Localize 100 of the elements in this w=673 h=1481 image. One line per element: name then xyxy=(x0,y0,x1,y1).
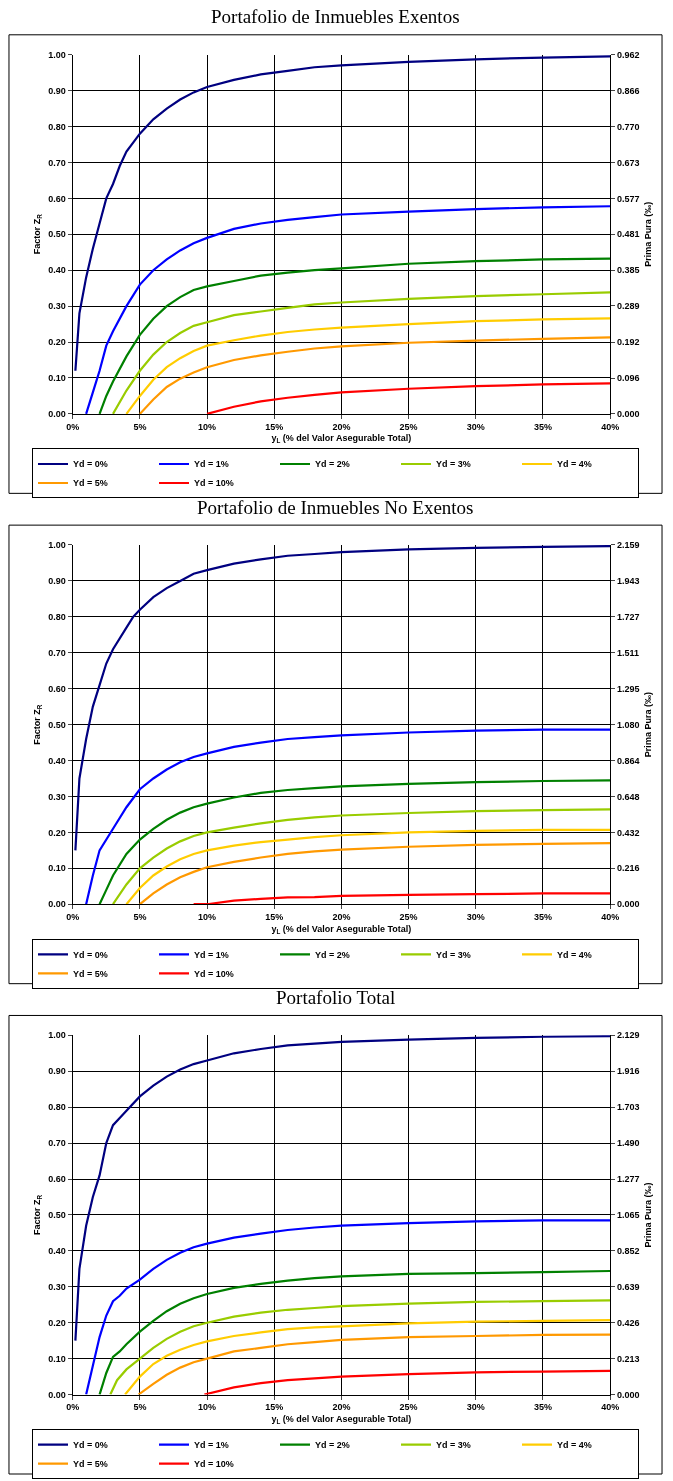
y2-tick-label: 1.943 xyxy=(616,576,640,587)
legend-label: Yd = 0% xyxy=(73,459,108,470)
y-tick-label: 0.60 xyxy=(48,193,66,204)
x-tick-label: 25% xyxy=(399,421,418,432)
legend-label: Yd = 10% xyxy=(194,478,234,489)
line-series xyxy=(98,779,611,905)
y-tick-label: 0.40 xyxy=(48,1246,66,1257)
legend-label: Yd = 1% xyxy=(194,1440,229,1451)
legend-label: Yd = 1% xyxy=(194,949,229,960)
line-series xyxy=(111,291,611,414)
x-axis-title: y$_{L}$ (% del Valor Asegurable Total) xyxy=(271,1414,412,1426)
y2-tick-label: 0.639 xyxy=(616,1281,640,1292)
y-tick-label: 0.90 xyxy=(48,576,66,587)
y-tick-label: 0.60 xyxy=(48,1174,66,1185)
x-tick-label: 30% xyxy=(466,421,485,432)
x-tick-label: 15% xyxy=(265,912,284,923)
x-tick-label: 5% xyxy=(133,912,147,923)
y2-axis-title: Prima Pura (‰) xyxy=(643,692,654,758)
y-tick-label: 0.90 xyxy=(48,85,66,96)
x-tick-label: 25% xyxy=(399,912,418,923)
x-axis-title: y$_{L}$ (% del Valor Asegurable Total) xyxy=(271,433,412,445)
x-tick-label: 15% xyxy=(265,421,284,432)
line-series xyxy=(98,257,611,414)
x-tick-label: 35% xyxy=(533,421,552,432)
x-tick-label: 10% xyxy=(198,912,217,923)
y2-tick-label: 1.295 xyxy=(616,683,640,694)
y-tick-label: 1.00 xyxy=(48,540,66,551)
y2-axis-title: Prima Pura (‰) xyxy=(643,201,654,267)
y-tick-label: 0.70 xyxy=(48,1138,66,1149)
line-series xyxy=(192,892,611,905)
y2-tick-label: 0.192 xyxy=(616,337,640,348)
x-tick-label: 40% xyxy=(601,912,620,923)
x-tick-label: 0% xyxy=(66,421,80,432)
y-tick-label: 0.20 xyxy=(48,1317,66,1328)
y-tick-label: 0.30 xyxy=(48,301,66,312)
line-series xyxy=(74,545,611,852)
y2-tick-label: 0.770 xyxy=(616,121,640,132)
x-axis-title: y$_{L}$ (% del Valor Asegurable Total) xyxy=(271,923,412,935)
y2-tick-label: 0.289 xyxy=(616,301,640,312)
legend-label: Yd = 3% xyxy=(436,459,471,470)
legend-label: Yd = 2% xyxy=(315,1440,350,1451)
legend-label: Yd = 5% xyxy=(73,1459,108,1470)
x-tick-label: 30% xyxy=(466,1402,485,1413)
y-tick-label: 0.10 xyxy=(48,373,66,384)
line-series xyxy=(125,828,611,905)
y2-tick-label: 0.000 xyxy=(616,1389,640,1400)
x-tick-label: 40% xyxy=(601,1402,620,1413)
legend-label: Yd = 5% xyxy=(73,478,108,489)
legend-label: Yd = 10% xyxy=(194,968,234,979)
line-series xyxy=(98,1269,611,1395)
legend-label: Yd = 3% xyxy=(436,949,471,960)
y-tick-label: 0.20 xyxy=(48,827,66,838)
x-tick-label: 0% xyxy=(66,912,80,923)
legend-label: Yd = 0% xyxy=(73,949,108,960)
x-tick-label: 20% xyxy=(332,421,351,432)
y-tick-label: 0.70 xyxy=(48,157,66,168)
legend-label: Yd = 4% xyxy=(557,1440,592,1451)
x-tick-label: 5% xyxy=(133,421,147,432)
y-tick-label: 0.80 xyxy=(48,1102,66,1113)
legend-label: Yd = 2% xyxy=(315,949,350,960)
line-series xyxy=(138,336,611,414)
y-tick-label: 0.40 xyxy=(48,755,66,766)
legend-label: Yd = 3% xyxy=(436,1440,471,1451)
y-tick-label: 0.50 xyxy=(48,719,66,730)
y2-tick-label: 1.916 xyxy=(616,1066,640,1077)
y2-tick-label: 0.213 xyxy=(616,1353,640,1364)
x-tick-label: 10% xyxy=(198,421,217,432)
legend-label: Yd = 2% xyxy=(315,459,350,470)
y2-tick-label: 1.080 xyxy=(616,719,640,730)
x-tick-label: 30% xyxy=(466,912,485,923)
y-tick-label: 0.00 xyxy=(48,899,66,910)
y-tick-label: 0.30 xyxy=(48,1281,66,1292)
y-tick-label: 0.90 xyxy=(48,1066,66,1077)
y2-tick-label: 0.852 xyxy=(616,1245,640,1256)
y2-tick-label: 0.426 xyxy=(616,1317,640,1328)
y-tick-label: 0.30 xyxy=(48,791,66,802)
y2-tick-label: 1.727 xyxy=(616,612,640,623)
line-series xyxy=(137,1333,611,1395)
y2-tick-label: 0.864 xyxy=(616,755,640,766)
line-series xyxy=(85,728,611,905)
chart-title: Portafolio Total xyxy=(276,987,396,1008)
y-tick-label: 1.00 xyxy=(48,49,66,60)
x-tick-label: 25% xyxy=(399,1402,418,1413)
line-series xyxy=(85,205,611,414)
x-tick-label: 35% xyxy=(533,1402,552,1413)
y-tick-label: 0.10 xyxy=(48,1353,66,1364)
y-tick-label: 0.60 xyxy=(48,683,66,694)
x-tick-label: 10% xyxy=(198,1402,217,1413)
y2-tick-label: 0.481 xyxy=(616,229,640,240)
y2-tick-label: 1.511 xyxy=(616,647,639,658)
y2-tick-label: 0.577 xyxy=(616,193,640,204)
y2-tick-label: 0.000 xyxy=(616,409,640,420)
line-series xyxy=(138,842,611,905)
y-tick-label: 0.80 xyxy=(48,611,66,622)
legend-label: Yd = 4% xyxy=(557,459,592,470)
y2-tick-label: 0.000 xyxy=(616,899,640,910)
y2-tick-label: 1.065 xyxy=(616,1210,640,1221)
y2-tick-label: 0.673 xyxy=(616,157,640,168)
x-tick-label: 35% xyxy=(533,912,552,923)
y2-tick-label: 2.129 xyxy=(616,1030,640,1041)
